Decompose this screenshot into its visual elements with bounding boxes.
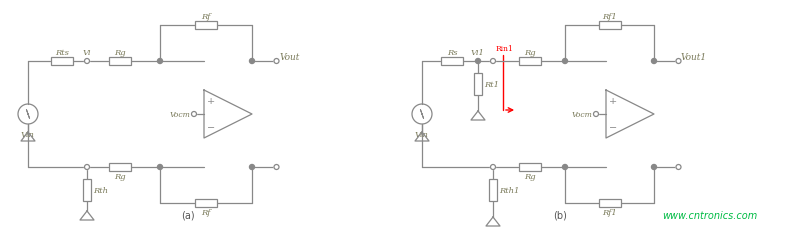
- Bar: [474, 74, 482, 95]
- Circle shape: [158, 59, 162, 64]
- Text: Vi1: Vi1: [471, 49, 485, 57]
- Bar: [519, 58, 541, 66]
- Text: Vi: Vi: [82, 49, 91, 57]
- Bar: [489, 179, 497, 201]
- Circle shape: [676, 59, 681, 64]
- Text: −: −: [609, 124, 617, 133]
- Circle shape: [490, 59, 495, 64]
- Text: Rg: Rg: [524, 172, 536, 180]
- Text: Rg: Rg: [114, 172, 126, 180]
- Text: Rg: Rg: [114, 49, 126, 57]
- Text: (b): (b): [553, 210, 567, 220]
- Bar: [598, 199, 621, 207]
- Circle shape: [85, 165, 90, 170]
- Text: Vout: Vout: [280, 52, 300, 61]
- Text: www.cntronics.com: www.cntronics.com: [662, 210, 758, 220]
- Text: Rt1: Rt1: [485, 81, 499, 89]
- Bar: [51, 58, 73, 66]
- Circle shape: [562, 165, 567, 170]
- Bar: [195, 199, 217, 207]
- Text: Vocm: Vocm: [571, 111, 593, 118]
- Text: Rf1: Rf1: [602, 208, 617, 216]
- Bar: [109, 163, 131, 171]
- Text: Vout1: Vout1: [681, 52, 707, 61]
- Circle shape: [158, 165, 162, 170]
- Bar: [109, 58, 131, 66]
- Circle shape: [490, 165, 495, 170]
- Text: (a): (a): [181, 210, 195, 220]
- Bar: [83, 179, 91, 201]
- Text: Rs: Rs: [446, 49, 458, 57]
- Circle shape: [651, 165, 657, 170]
- Text: Vin: Vin: [21, 131, 35, 138]
- Text: Vin: Vin: [415, 131, 429, 138]
- Circle shape: [274, 59, 279, 64]
- Circle shape: [651, 59, 657, 64]
- Bar: [441, 58, 463, 66]
- Bar: [519, 163, 541, 171]
- Text: Rf: Rf: [202, 208, 210, 216]
- Text: −: −: [207, 124, 215, 133]
- Circle shape: [274, 165, 279, 170]
- Circle shape: [191, 112, 197, 117]
- Circle shape: [676, 165, 681, 170]
- Text: Vocm: Vocm: [170, 111, 190, 118]
- Circle shape: [250, 59, 254, 64]
- Circle shape: [85, 59, 90, 64]
- Circle shape: [594, 112, 598, 117]
- Bar: [195, 22, 217, 30]
- Text: Rin1: Rin1: [496, 45, 514, 53]
- Text: Rth1: Rth1: [499, 186, 519, 194]
- Circle shape: [250, 165, 254, 170]
- Text: +: +: [207, 96, 215, 105]
- Circle shape: [562, 59, 567, 64]
- Text: Rg: Rg: [524, 49, 536, 57]
- Text: Rth: Rth: [94, 186, 109, 194]
- Text: Rf: Rf: [202, 13, 210, 21]
- Text: Rts: Rts: [55, 49, 69, 57]
- Text: +: +: [609, 96, 617, 105]
- Text: Rf1: Rf1: [602, 13, 617, 21]
- Circle shape: [475, 59, 481, 64]
- Bar: [598, 22, 621, 30]
